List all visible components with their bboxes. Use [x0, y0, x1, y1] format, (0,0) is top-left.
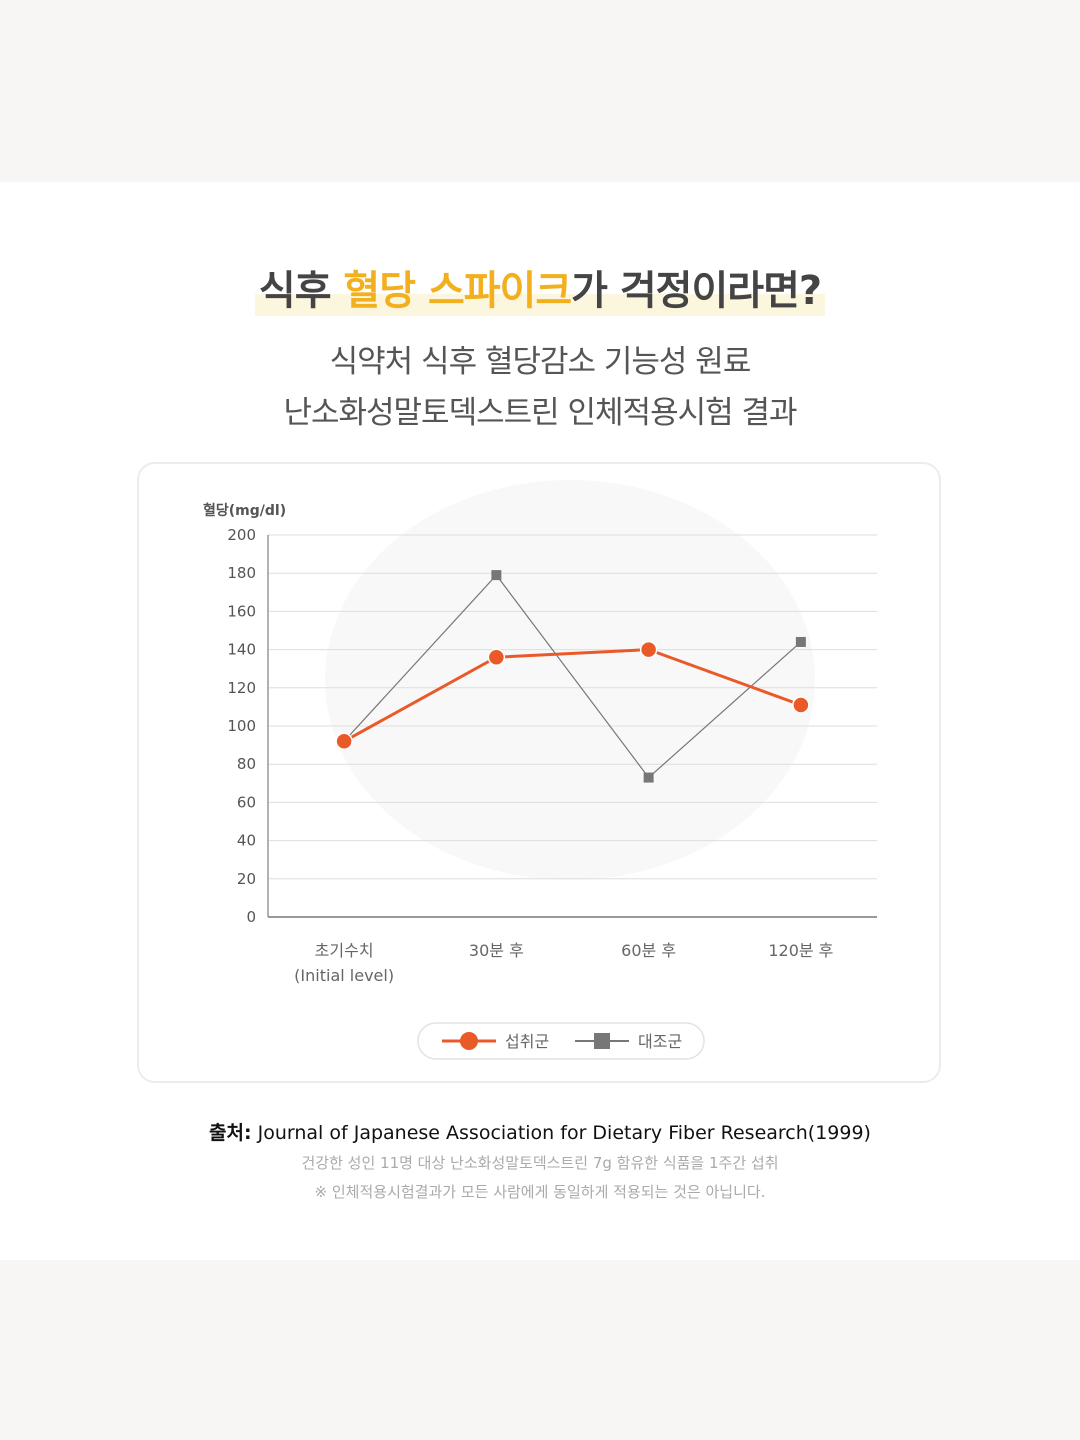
source: 출처: Journal of Japanese Association for …: [0, 1118, 1080, 1145]
point: [491, 570, 502, 581]
y-tick-label: 160: [227, 602, 256, 620]
x-tick-label: 초기수치 (Initial level): [294, 941, 395, 985]
point: [792, 696, 810, 714]
series-line: [343, 648, 802, 743]
y-tick-label: 80: [237, 755, 256, 773]
y-tick-label: 60: [237, 793, 256, 811]
x-tick-label: 60분 후: [621, 941, 677, 960]
point: [639, 640, 658, 659]
x-tick-label: 30분 후: [468, 941, 524, 960]
source-label: 출처:: [209, 1122, 252, 1144]
note: ※ 인체적용시험결과가 모든 사람에게 동일하게 적용되는 것은 아닙니다.: [314, 1183, 766, 1201]
legend-box: [417, 1022, 705, 1060]
note: 건강한 성인 11명 대상 난소화성말토덱스트린 7g 함유한 식품을 1주간 …: [301, 1154, 779, 1172]
point: [335, 732, 353, 751]
legend-marker: [594, 1033, 610, 1049]
background-bowl: [325, 480, 815, 880]
legend-marker: [460, 1032, 478, 1050]
source-citation: Journal of Japanese Association for Diet…: [257, 1122, 871, 1144]
series-line: [343, 574, 802, 779]
headline-text: 식후: [258, 268, 344, 314]
legend-label: 대조군: [638, 1032, 682, 1051]
headline-band: 식후 혈당 스파이크가 걱정이라면?: [254, 258, 826, 316]
headline-highlight: 혈당 스파이크: [343, 268, 572, 314]
y-tick-label: 140: [227, 641, 256, 659]
y-tick-label: 100: [227, 717, 256, 735]
legend-label: 섭취군: [505, 1032, 549, 1051]
point: [643, 772, 654, 783]
subtitle: 식약처 식후 혈당감소 기능성 원료: [329, 344, 752, 380]
headline: 식후 혈당 스파이크가 걱정이라면?: [0, 258, 1080, 316]
y-tick-label: 180: [227, 564, 256, 582]
subtitle: 난소화성말토덱스트린 인체적용시험 결과: [283, 395, 797, 431]
headline-text: 가 걱정이라면?: [571, 268, 822, 314]
y-tick-label: 40: [237, 832, 256, 850]
y-tick-label: 120: [227, 679, 256, 697]
x-tick-label: 120분 후: [768, 941, 834, 960]
y-tick-label: 20: [237, 870, 256, 888]
point: [487, 648, 506, 666]
y-tick-label: 0: [246, 908, 256, 926]
y-tick-label: 200: [227, 526, 256, 544]
point: [795, 636, 806, 647]
y-axis-label: 혈당(mg/dl): [203, 502, 286, 519]
